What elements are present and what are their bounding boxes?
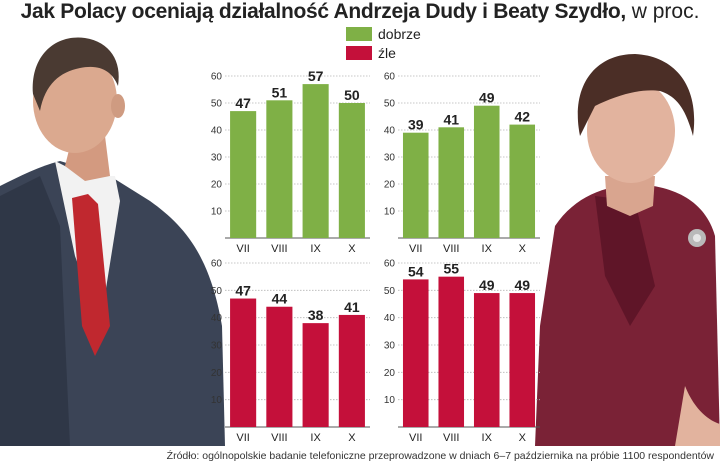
legend-item-bad: źle [346,43,421,62]
portrait-beata-szydlo [535,54,720,446]
chart-duda-bad: 10 20 30 40 50 60 47 VII 44 VIII 38 IX 41 X [211,259,370,444]
duda-bad-value-label-1: 44 [272,291,288,307]
duda-good-category-label-3: X [348,243,356,255]
duda-good-bar-3 [338,103,365,238]
duda-bad-ytick-40: 40 [211,313,223,324]
duda-bad-category-label-0: VII [236,432,249,444]
duda-bad-value-label-2: 38 [308,307,324,323]
szydlo-good-value-label-1: 41 [443,111,459,127]
portrait-andrzej-duda [0,37,225,446]
chart-title: Jak Polacy oceniają działalność Andrzeja… [0,0,720,24]
duda-bad-ytick-60: 60 [211,259,223,270]
szydlo-good-bar-1 [438,127,465,238]
chart-szydlo-good: 10 20 30 40 50 60 39 VII 41 VIII 49 IX 42 X [384,72,540,255]
szydlo-bad-ytick-30: 30 [384,341,396,352]
szydlo-bad-ytick-60: 60 [384,259,396,270]
duda-bad-bar-2 [302,323,329,427]
chart-duda-good: 10 20 30 40 50 60 47 VII 51 VIII 57 IX 50 X [211,68,370,255]
duda-good-category-label-2: IX [310,243,321,255]
duda-good-value-label-3: 50 [344,87,360,103]
szydlo-bad-value-label-1: 55 [443,261,459,277]
duda-bad-category-label-1: VIII [271,432,288,444]
szydlo-bad-bar-0 [402,279,429,427]
duda-good-category-label-1: VIII [271,243,288,255]
szydlo-good-category-label-1: VIII [443,243,460,255]
szydlo-bad-ytick-10: 10 [384,395,396,406]
szydlo-bad-value-label-0: 54 [408,263,424,279]
szydlo-bad-ytick-20: 20 [384,368,396,379]
duda-bad-category-label-2: IX [310,432,321,444]
szydlo-good-value-label-0: 39 [408,117,424,133]
szydlo-bad-bar-2 [473,293,500,427]
duda-bad-bar-0 [230,298,257,427]
szydlo-good-value-label-2: 49 [479,90,495,106]
szydlo-bad-category-label-2: IX [482,432,493,444]
szydlo-bad-bar-3 [509,293,536,427]
duda-bad-bar-3 [338,314,365,427]
duda-bad-ytick-30: 30 [211,341,223,352]
legend-label-bad: źle [378,44,396,61]
duda-good-ytick-50: 50 [211,99,223,110]
legend-label-good: dobrze [378,25,421,42]
szydlo-good-bar-2 [473,105,500,238]
szydlo-bad-bar-1 [438,276,465,427]
duda-good-value-label-2: 57 [308,68,324,84]
duda-bad-ytick-10: 10 [211,395,223,406]
duda-bad-value-label-0: 47 [235,283,251,299]
duda-good-category-label-0: VII [236,243,249,255]
szydlo-good-bar-0 [402,132,429,238]
szydlo-bad-value-label-2: 49 [479,277,495,293]
duda-good-ytick-60: 60 [211,72,223,83]
duda-bad-bar-1 [266,306,293,427]
legend: dobrze źle [346,24,421,62]
szydlo-good-ytick-60: 60 [384,72,396,83]
duda-bad-ytick-20: 20 [211,368,223,379]
legend-swatch-bad [346,45,372,60]
duda-good-value-label-1: 51 [272,84,288,100]
duda-bad-value-label-3: 41 [344,299,360,315]
chart-szydlo-bad: 10 20 30 40 50 60 54 VII 55 VIII 49 IX 49 X [384,259,540,444]
szydlo-good-ytick-10: 10 [384,207,396,218]
title-main: Jak Polacy oceniają działalność Andrzeja… [20,0,627,23]
duda-good-ytick-30: 30 [211,153,223,164]
szydlo-bad-ytick-40: 40 [384,313,396,324]
szydlo-good-ytick-30: 30 [384,153,396,164]
duda-good-bar-2 [302,84,329,238]
szydlo-good-category-label-2: IX [482,243,493,255]
szydlo-good-ytick-50: 50 [384,99,396,110]
szydlo-good-value-label-3: 42 [514,109,530,125]
legend-swatch-good [346,26,372,41]
szydlo-good-category-label-0: VII [409,243,422,255]
duda-good-value-label-0: 47 [235,95,251,111]
legend-item-good: dobrze [346,24,421,43]
title-suffix: w proc. [625,0,700,23]
szydlo-good-ytick-40: 40 [384,126,396,137]
source-note: Źródło: ogólnopolskie badanie telefonicz… [166,450,714,462]
duda-bad-ytick-50: 50 [211,286,223,297]
duda-bad-category-label-3: X [348,432,356,444]
szydlo-bad-category-label-1: VIII [443,432,460,444]
duda-good-bar-1 [266,100,293,238]
szydlo-bad-ytick-50: 50 [384,286,396,297]
duda-good-bar-0 [230,111,257,238]
duda-good-ytick-20: 20 [211,180,223,191]
duda-good-ytick-40: 40 [211,126,223,137]
szydlo-bad-value-label-3: 49 [514,277,530,293]
szydlo-bad-category-label-0: VII [409,432,422,444]
duda-good-ytick-10: 10 [211,207,223,218]
szydlo-good-bar-3 [509,124,536,238]
szydlo-good-category-label-3: X [519,243,527,255]
szydlo-good-ytick-20: 20 [384,180,396,191]
szydlo-bad-category-label-3: X [519,432,527,444]
